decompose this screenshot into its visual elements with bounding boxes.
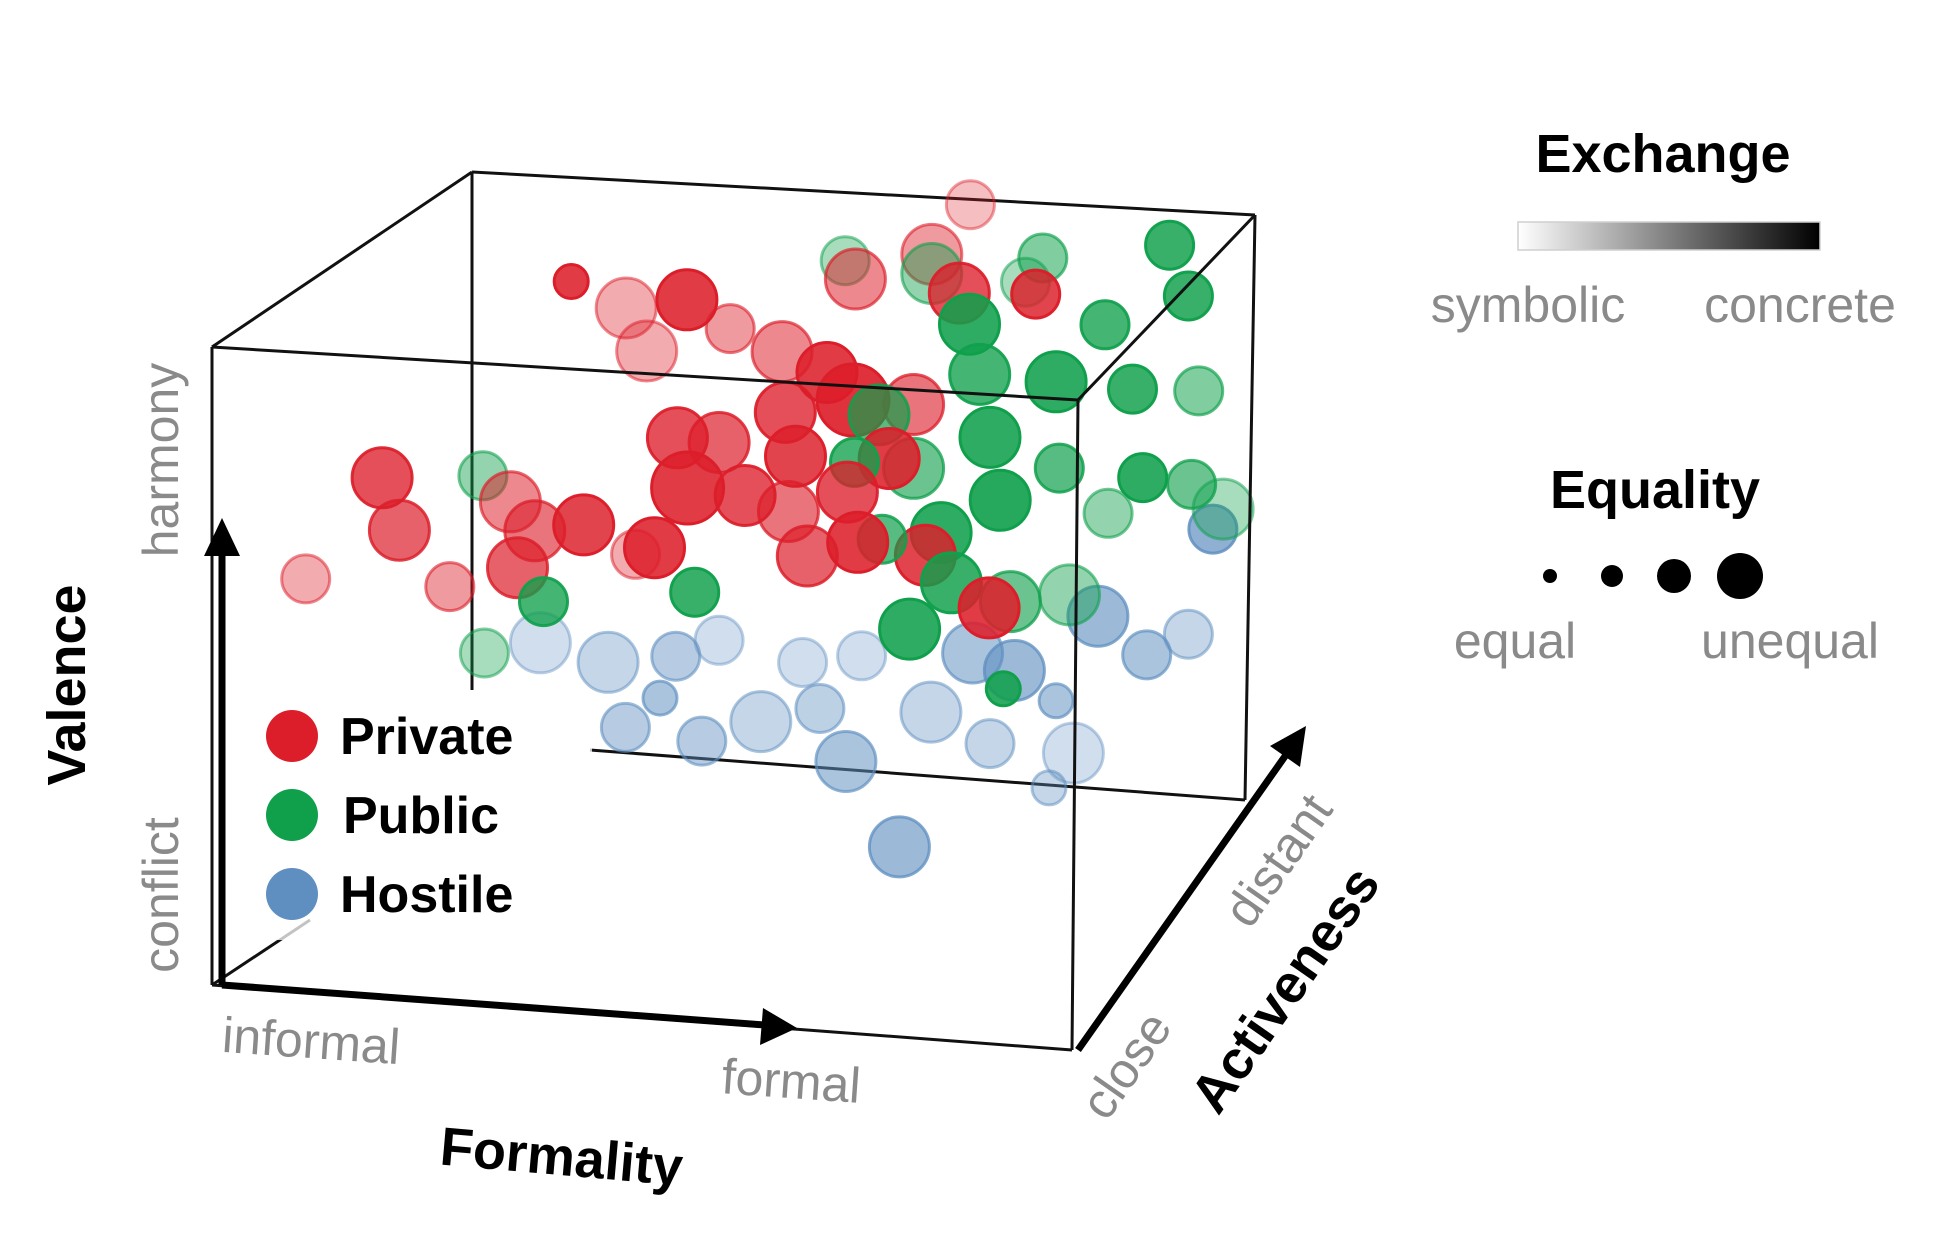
bubble-private [764,424,827,488]
bubble-private [623,516,686,580]
equality-size-1 [1543,569,1557,583]
bubble-hostile [576,630,640,694]
bubble-hostile [899,680,963,744]
bubble-hostile [641,679,679,717]
legend-dot-public [266,789,318,841]
formality-axis-title: Formality [438,1117,685,1198]
valence-arrowhead [204,518,240,556]
bubble-hostile [1037,682,1075,720]
bubble-hostile [650,630,702,682]
bubble-private [944,179,996,231]
box-top-left-edge [211,170,473,349]
formality-arrow-shaft [221,981,766,1029]
bubble-private [823,247,887,311]
bubble-public [518,576,569,628]
bubble-hostile [794,683,846,734]
box-back-top-edge [471,170,1256,217]
bubble-public [1107,363,1158,415]
bubble-public [1144,219,1196,271]
bubble-hostile [814,730,878,793]
exchange-gradient-bar [1517,221,1821,251]
bubble-public [968,468,1032,532]
legend-label-private: Private [340,708,513,766]
bubble-private [957,576,1021,640]
bubble-hostile [693,614,745,666]
bubble-public [984,670,1022,708]
equality-legend: Equality equal unequal [1454,460,1879,669]
valence-high-label: harmony [133,363,189,558]
bubble-public [1038,563,1101,627]
legend-dot-private [266,710,318,762]
exchange-high-label: concrete [1704,277,1896,333]
bubble-private [775,524,839,588]
activeness-low-label: close [1070,1001,1183,1129]
equality-size-2 [1601,565,1623,587]
bubble-hostile [836,630,888,682]
bubble-private [424,561,476,613]
axis-arrows [204,518,1306,1053]
box-top-right-edge [1076,213,1257,402]
valence-low-label: conflict [133,817,189,973]
exchange-low-label: symbolic [1431,277,1625,333]
bubble-public [1117,452,1169,504]
bubble-hostile [1187,503,1239,555]
equality-size-3 [1657,559,1691,593]
bubble-public [948,342,1012,406]
box-back-right-edge [1243,214,1257,801]
valence-axis-title: Valence [37,584,97,785]
bubble-public [1162,270,1214,322]
bubble-private [367,498,431,562]
legend-dot-hostile [266,868,318,920]
bubble-private [552,263,590,300]
box-front-right-edge [1070,399,1080,1051]
bubble-public [958,405,1022,469]
bubble-public [1173,365,1225,417]
exchange-legend-title: Exchange [1535,124,1790,184]
equality-size-4 [1717,553,1763,599]
legend-label-hostile: Hostile [340,866,513,924]
box-back-edges [470,170,1256,802]
bubble-public [458,627,510,679]
formality-high-label: formal [720,1048,862,1114]
equality-legend-title: Equality [1550,460,1760,520]
bubble-public [1033,442,1085,494]
activeness-arrow-shaft [1075,749,1291,1053]
bubble-private [1010,268,1062,320]
bubble-public [878,597,942,661]
bubble-hostile [676,715,728,767]
box-bottom-back-edge [589,748,1246,802]
bubble-private [615,319,679,383]
bubble-layer [280,179,1255,879]
exchange-legend: Exchange symbolic concrete [1431,124,1896,333]
category-legend: Private Public Hostile [252,690,592,940]
bubble-hostile [777,637,829,688]
bubble-private [350,446,414,510]
equality-low-label: equal [1454,613,1576,669]
bubble-hostile [1162,608,1214,660]
bubble-private [704,303,756,355]
bubble-private [478,470,542,534]
bubble-hostile [1030,769,1068,807]
bubble-private [594,276,658,340]
bubble-private [280,553,332,605]
bubble-hostile [729,690,793,754]
box-front-top-edge [211,345,1079,402]
bubble-public [1082,487,1134,539]
bubble-hostile [867,815,931,879]
bubble-private [655,268,719,332]
bubble-hostile [599,701,651,753]
formality-low-label: informal [221,1007,402,1075]
formality-arrowhead [760,1008,797,1045]
bubble-public [669,566,721,618]
bubble-public [1079,299,1131,351]
legend-label-public: Public [343,787,499,845]
bubble-private [650,450,726,526]
activeness-arrowhead [1270,726,1306,767]
equality-high-label: unequal [1701,613,1879,669]
bubble-public [1166,458,1218,510]
bubble-hostile [1121,629,1173,681]
bubble-hostile [964,718,1016,770]
